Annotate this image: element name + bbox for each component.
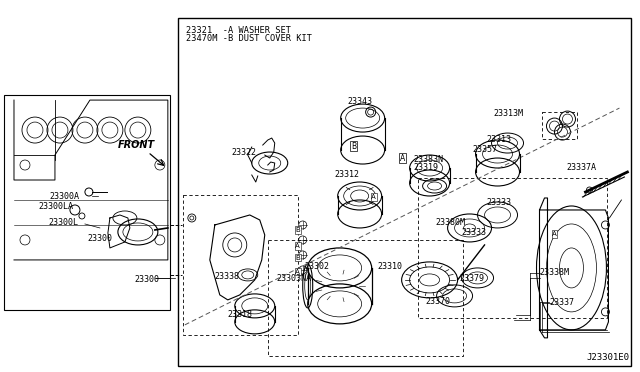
Text: 23337: 23337 — [550, 298, 575, 307]
Text: 23300A: 23300A — [49, 192, 79, 201]
Text: A: A — [295, 243, 300, 249]
Text: 23312: 23312 — [335, 170, 360, 179]
Bar — [418, 178, 607, 318]
Text: 23303NA: 23303NA — [276, 274, 312, 283]
Text: 23300: 23300 — [88, 234, 113, 243]
Bar — [183, 195, 298, 335]
Text: 23379: 23379 — [460, 274, 484, 283]
Text: 23300LA: 23300LA — [38, 202, 73, 211]
Text: 23319: 23319 — [413, 163, 438, 172]
Text: B: B — [295, 227, 300, 233]
Text: 23302: 23302 — [305, 262, 330, 271]
Text: 23322: 23322 — [232, 148, 257, 157]
Text: J23301E0: J23301E0 — [586, 353, 630, 362]
Text: 23337A: 23337A — [566, 163, 596, 172]
Bar — [543, 112, 577, 139]
Text: A: A — [400, 154, 405, 163]
Text: 23333: 23333 — [486, 198, 511, 207]
Text: B: B — [351, 141, 356, 151]
Bar — [268, 240, 463, 356]
Text: 23300: 23300 — [135, 275, 160, 284]
Text: 23333: 23333 — [461, 228, 486, 237]
Text: 23470M -B DUST COVER KIT: 23470M -B DUST COVER KIT — [186, 34, 312, 43]
Text: 23383N: 23383N — [413, 155, 444, 164]
Text: 23380M: 23380M — [436, 218, 465, 227]
Text: 23300L: 23300L — [48, 218, 78, 227]
Text: 23318: 23318 — [228, 310, 253, 319]
Text: 23370: 23370 — [426, 297, 451, 306]
Text: A: A — [295, 269, 300, 275]
Text: A: A — [371, 194, 376, 200]
Text: 23310: 23310 — [378, 262, 403, 271]
Text: 23338M: 23338M — [540, 268, 570, 277]
Text: 23357: 23357 — [472, 145, 497, 154]
Bar — [4, 95, 170, 310]
Text: 23313: 23313 — [486, 135, 511, 144]
Text: 23338: 23338 — [215, 272, 240, 281]
Bar — [178, 18, 632, 366]
Text: 23321  -A WASHER SET: 23321 -A WASHER SET — [186, 26, 291, 35]
Text: FRONT: FRONT — [118, 140, 155, 150]
Text: 23343: 23343 — [348, 97, 372, 106]
Text: B: B — [295, 255, 300, 261]
Text: 23313M: 23313M — [493, 109, 524, 118]
Text: A: A — [552, 231, 557, 237]
